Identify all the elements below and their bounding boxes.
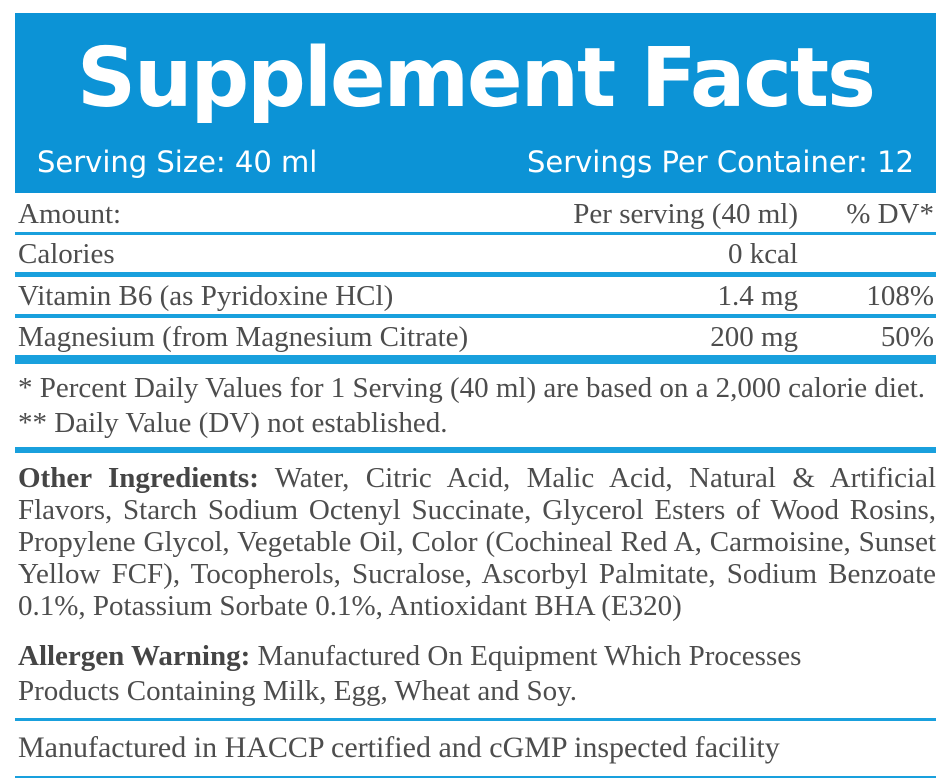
- allergen-warning-paragraph: Allergen Warning: Manufactured On Equipm…: [15, 639, 808, 709]
- nutrient-dv: 108%: [866, 280, 934, 312]
- separator-line: [15, 314, 936, 318]
- nutrient-dv: 50%: [880, 321, 934, 353]
- nutrient-amount: 0 kcal: [727, 238, 798, 270]
- table-row-magnesium: Magnesium (from Magnesium Citrate) 200 m…: [15, 318, 936, 355]
- column-header-per-serving: Per serving (40 ml): [573, 198, 798, 230]
- column-header-amount: Amount:: [18, 198, 122, 230]
- separator-line: [15, 776, 936, 778]
- nutrient-name: Calories: [18, 238, 115, 270]
- separator-line: [15, 718, 936, 721]
- serving-size: Serving Size: 40 ml: [37, 145, 318, 179]
- allergen-warning-text: Manufactured On Equipment Which Processe…: [18, 640, 802, 707]
- table-header-row: Amount: Per serving (40 ml) % DV*: [15, 195, 936, 232]
- other-ingredients-text: Water, Citric Acid, Malic Acid, Natural …: [18, 462, 936, 622]
- facility-note: Manufactured in HACCP certified and cGMP…: [18, 731, 780, 764]
- servings-per-container: Servings Per Container: 12: [526, 145, 914, 179]
- page-title: Supplement Facts: [77, 31, 876, 126]
- separator-line: [15, 447, 936, 453]
- column-header-dv: % DV*: [846, 198, 934, 230]
- nutrient-amount: 1.4 mg: [717, 280, 798, 312]
- allergen-warning-label: Allergen Warning:: [18, 640, 251, 672]
- nutrient-name: Magnesium (from Magnesium Citrate): [18, 321, 469, 353]
- label-header: Supplement Facts Serving Size: 40 ml Ser…: [15, 13, 936, 193]
- footnotes: * Percent Daily Values for 1 Serving (40…: [15, 371, 936, 441]
- footnote-dv-not-established: ** Daily Value (DV) not established.: [18, 407, 448, 439]
- other-ingredients-paragraph: Other Ingredients: Water, Citric Acid, M…: [15, 462, 936, 622]
- nutrient-amount: 200 mg: [710, 321, 798, 353]
- serving-info-row: Serving Size: 40 ml Servings Per Contain…: [33, 145, 918, 179]
- nutrient-name: Vitamin B6 (as Pyridoxine HCl): [18, 280, 394, 312]
- separator-line: [15, 232, 936, 235]
- footnote-daily-values: * Percent Daily Values for 1 Serving (40…: [18, 372, 926, 404]
- separator-line: [15, 355, 936, 364]
- table-row-vitamin-b6: Vitamin B6 (as Pyridoxine HCl) 1.4 mg 10…: [15, 277, 936, 314]
- nutrient-table: Amount: Per serving (40 ml) % DV* Calori…: [15, 195, 936, 364]
- separator-line: [15, 272, 936, 277]
- table-row-calories: Calories 0 kcal: [15, 235, 936, 272]
- other-ingredients-label: Other Ingredients:: [18, 462, 259, 494]
